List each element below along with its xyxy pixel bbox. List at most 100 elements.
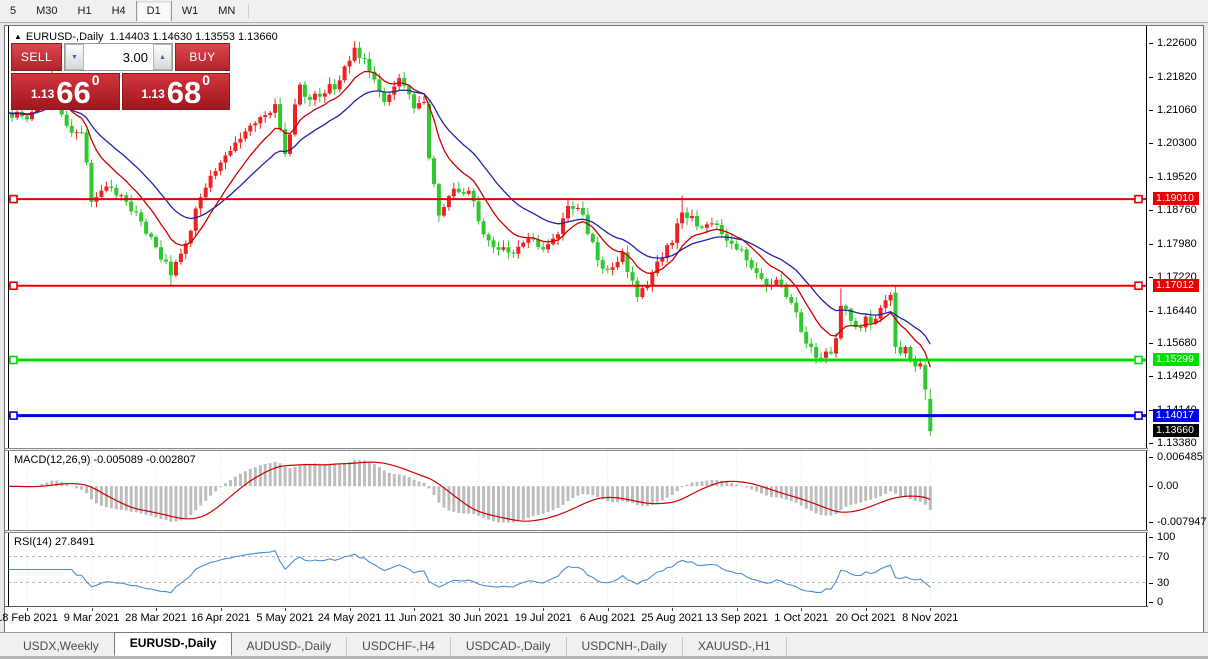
chevron-up-icon: ▲ xyxy=(159,53,166,61)
chart-symbol-period: EURUSD-,Daily xyxy=(25,31,104,43)
date-axis-label: 13 Sep 2021 xyxy=(705,612,768,624)
main-chart-plot[interactable] xyxy=(8,26,1147,448)
price-axis-tick: 1.16440 xyxy=(1148,305,1203,317)
volume-increase-button[interactable]: ▲ xyxy=(153,44,172,70)
date-axis-tick xyxy=(91,608,93,611)
tab-usdchf-h4[interactable]: USDCHF-,H4 xyxy=(347,637,451,656)
sell-price-point: 0 xyxy=(91,72,100,88)
price-axis-tick: 1.14920 xyxy=(1148,370,1203,382)
timeframe-h1[interactable]: H1 xyxy=(77,5,92,17)
date-axis-label: 8 Nov 2021 xyxy=(902,612,959,624)
date-axis[interactable]: 18 Feb 2021 9 Mar 2021 28 Mar 2021 16 Apr 2… xyxy=(0,608,1203,630)
collapse-panel-icon[interactable]: ▲ xyxy=(14,32,22,41)
moving-average-22[interactable] xyxy=(8,89,931,345)
buy-price-prefix: 1.13 xyxy=(141,87,165,101)
horizontal-line-1.14017[interactable] xyxy=(8,411,1147,420)
timeframe-d1[interactable]: D1 xyxy=(135,1,172,21)
price-line-label: 1.13660 xyxy=(1153,424,1199,437)
date-axis-tick xyxy=(865,608,867,611)
price-axis-tick: 1.22600 xyxy=(1148,37,1203,49)
date-axis-label: 18 Feb 2021 xyxy=(0,612,58,624)
tab-xauusd-h1[interactable]: XAUUSD-,H1 xyxy=(683,637,787,656)
date-axis-tick xyxy=(801,608,803,611)
axis-separator xyxy=(5,606,1203,608)
price-axis-tick: -0.007947 xyxy=(1148,516,1207,528)
date-axis-tick xyxy=(414,608,416,611)
price-axis-tick: 1.21820 xyxy=(1148,71,1203,83)
buy-price-point: 0 xyxy=(202,72,211,88)
date-axis-tick xyxy=(156,608,158,611)
rsi-indicator-label: RSI(14) 27.8491 xyxy=(14,536,95,548)
panel-separator[interactable] xyxy=(5,448,1203,451)
chart-title: ▲ EURUSD-,Daily 1.14403 1.14630 1.13553 1.… xyxy=(14,31,278,43)
price-axis-tick: 0 xyxy=(1148,596,1203,608)
chart-tab-bar: USDX,Weekly EURUSD-,Daily AUDUSD-,Daily … xyxy=(0,632,1208,656)
timeframe-m30[interactable]: M30 xyxy=(36,5,58,17)
date-axis-label: 1 Oct 2021 xyxy=(774,612,829,624)
date-axis-label: 30 Jun 2021 xyxy=(448,612,509,624)
price-line-label: 1.19010 xyxy=(1153,192,1199,205)
price-axis-tick: 0.00 xyxy=(1148,480,1203,492)
tab-audusd-daily[interactable]: AUDUSD-,Daily xyxy=(231,637,348,656)
date-axis-label: 9 Mar 2021 xyxy=(63,612,120,624)
buy-button[interactable]: BUY xyxy=(175,43,230,71)
timeframe-mn[interactable]: MN xyxy=(218,5,236,17)
timeframe-h4[interactable]: H4 xyxy=(111,5,126,17)
date-axis-tick xyxy=(27,608,28,611)
timeframe-toolbar: 5 M30 H1 H4 D1 W1 MN xyxy=(0,0,1208,23)
sell-button[interactable]: SELL xyxy=(11,43,62,71)
date-axis-tick xyxy=(930,608,932,611)
window-resize-edge xyxy=(0,656,1208,659)
volume-decrease-button[interactable]: ▼ xyxy=(65,44,84,70)
price-axis-tick: 1.18760 xyxy=(1148,204,1203,216)
horizontal-line-1.19010[interactable] xyxy=(8,194,1147,204)
date-axis-tick xyxy=(736,608,738,611)
buy-price-button[interactable]: 1.13 68 0 xyxy=(121,72,230,110)
date-axis-label: 20 Oct 2021 xyxy=(835,612,896,624)
rsi-panel[interactable] xyxy=(8,533,1147,606)
toolbar-separator xyxy=(248,3,250,19)
tab-usdcnh-daily[interactable]: USDCNH-,Daily xyxy=(567,637,683,656)
price-axis-tick: 100 xyxy=(1148,531,1203,543)
date-axis-tick xyxy=(672,608,674,611)
moving-average-10[interactable] xyxy=(8,70,931,368)
chart-window: ▲ EURUSD-,Daily 1.14403 1.14630 1.13553 1.… xyxy=(0,25,1207,633)
price-axis-tick: 1.19520 xyxy=(1148,171,1203,183)
timeframe-m5[interactable]: 5 xyxy=(10,5,17,17)
rsi-line xyxy=(8,550,931,594)
chevron-down-icon: ▼ xyxy=(71,53,78,61)
date-axis-label: 28 Mar 2021 xyxy=(125,612,187,624)
price-axis-tick: 1.21060 xyxy=(1148,104,1203,116)
price-line-label: 1.15299 xyxy=(1153,353,1199,366)
timeframe-w1[interactable]: W1 xyxy=(181,5,199,17)
date-axis-tick xyxy=(285,608,287,611)
sell-price-prefix: 1.13 xyxy=(30,87,55,101)
date-axis-tick xyxy=(478,608,480,611)
date-axis-label: 25 Aug 2021 xyxy=(641,612,704,624)
tab-usdcad-daily[interactable]: USDCAD-,Daily xyxy=(451,637,567,656)
panel-separator[interactable] xyxy=(5,530,1203,533)
price-axis[interactable]: 1.22600 1.21820 1.21060 1.20300 1.19520 1.187… xyxy=(1148,26,1207,630)
buy-price-pips: 68 xyxy=(166,75,202,110)
price-axis-tick: 1.13380 xyxy=(1148,437,1203,449)
price-axis-tick: 1.17980 xyxy=(1148,238,1203,250)
chart-ohlc-values: 1.14403 1.14630 1.13553 1.13660 xyxy=(109,31,278,43)
tab-eurusd-daily[interactable]: EURUSD-,Daily xyxy=(113,632,233,656)
price-line-label: 1.17012 xyxy=(1153,279,1199,292)
date-axis-tick xyxy=(543,608,545,611)
date-axis-label: 6 Aug 2021 xyxy=(579,612,636,624)
date-axis-label: 5 May 2021 xyxy=(256,612,314,624)
price-line-label: 1.14017 xyxy=(1153,409,1199,422)
date-axis-tick xyxy=(349,608,351,611)
date-axis-tick xyxy=(607,608,609,611)
volume-input[interactable] xyxy=(84,44,153,70)
date-axis-tick xyxy=(220,608,222,611)
tab-usdx-weekly[interactable]: USDX,Weekly xyxy=(8,637,115,656)
macd-panel[interactable] xyxy=(8,451,1147,530)
horizontal-line-1.17012[interactable] xyxy=(8,281,1147,291)
horizontal-line-1.15299[interactable] xyxy=(8,355,1147,365)
date-axis-label: 24 May 2021 xyxy=(317,612,382,624)
price-axis-tick: 0.006485 xyxy=(1148,451,1203,463)
sell-price-button[interactable]: 1.13 66 0 xyxy=(11,72,120,110)
